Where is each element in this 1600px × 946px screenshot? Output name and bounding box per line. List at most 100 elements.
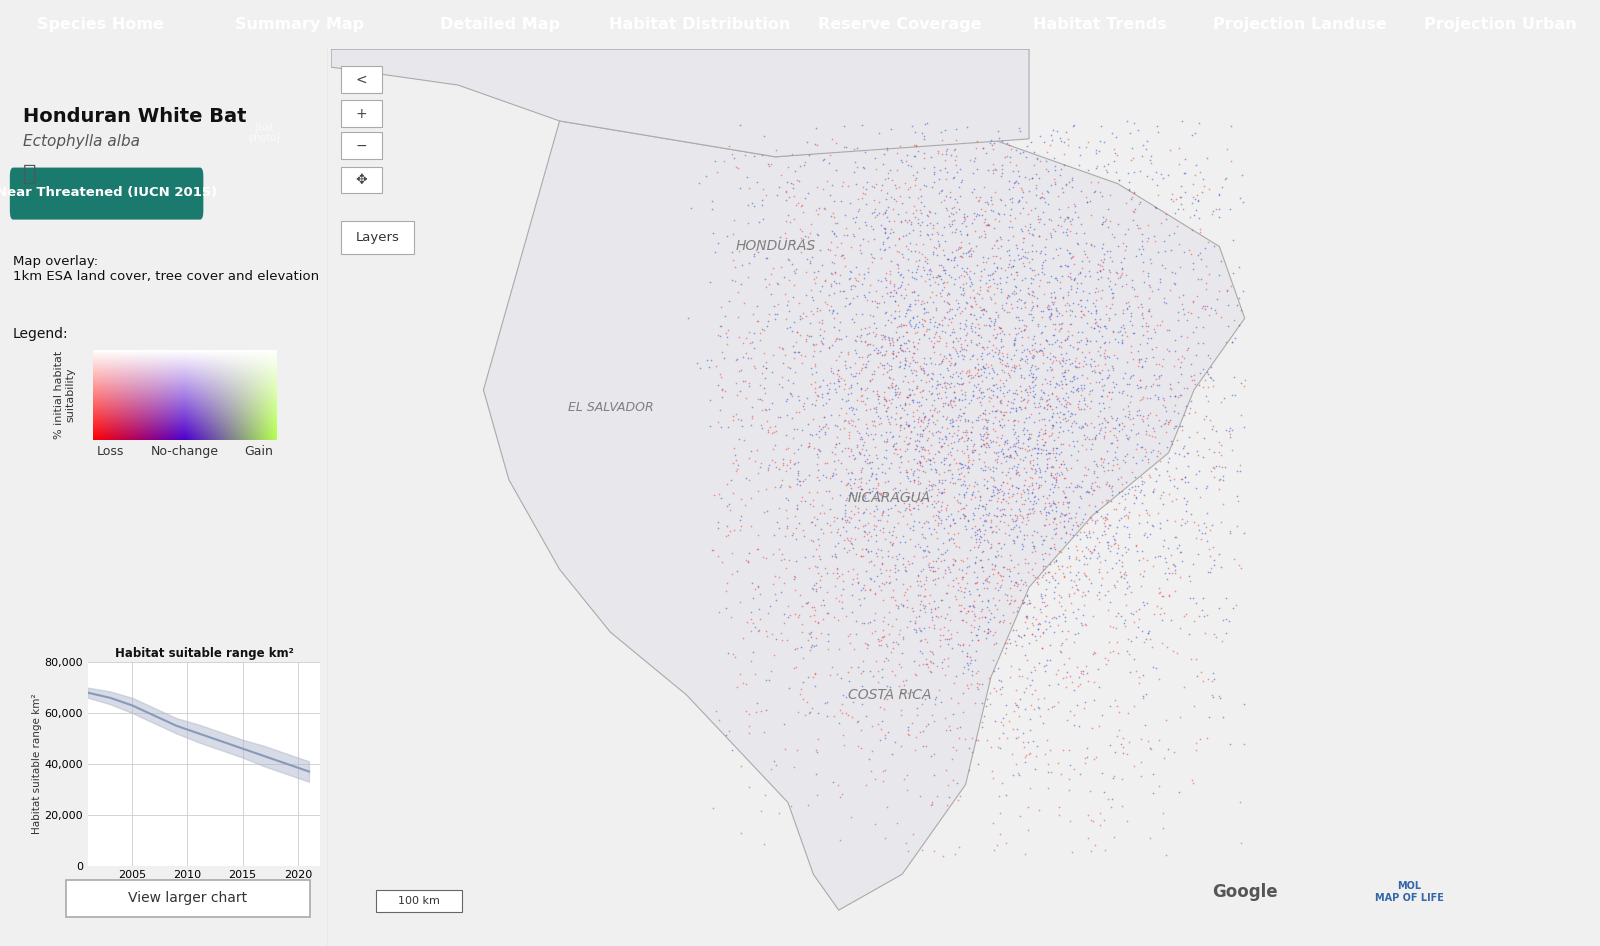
Point	[1091, 318, 1117, 333]
Point	[862, 161, 888, 176]
Point	[880, 429, 906, 444]
Point	[1003, 575, 1029, 590]
Point	[1010, 393, 1035, 408]
Point	[930, 183, 955, 198]
Point	[898, 502, 923, 517]
Point	[1072, 616, 1098, 631]
Point	[768, 230, 794, 245]
Point	[814, 585, 840, 600]
Point	[896, 375, 922, 390]
Point	[1138, 256, 1163, 272]
Point	[861, 315, 886, 330]
Point	[950, 424, 976, 439]
Point	[1021, 489, 1046, 504]
Point	[1123, 456, 1149, 471]
Point	[1096, 517, 1122, 533]
Point	[1088, 270, 1114, 285]
Point	[786, 454, 811, 469]
Point	[1146, 585, 1171, 600]
Point	[933, 147, 958, 162]
Point	[1014, 506, 1040, 521]
Point	[912, 131, 938, 147]
Point	[1022, 178, 1048, 193]
Point	[938, 507, 963, 522]
Point	[899, 382, 925, 397]
Point	[974, 197, 1000, 212]
Point	[1029, 446, 1054, 461]
Point	[718, 609, 744, 624]
Point	[1011, 295, 1037, 310]
Point	[877, 226, 902, 241]
Point	[1115, 221, 1141, 236]
Point	[984, 259, 1010, 274]
Point	[960, 290, 986, 306]
Point	[917, 453, 942, 468]
Point	[1034, 507, 1059, 522]
Point	[1141, 229, 1166, 244]
Point	[976, 280, 1002, 295]
Point	[1026, 481, 1051, 496]
Point	[829, 236, 854, 251]
Point	[1155, 540, 1181, 555]
Point	[1056, 550, 1082, 565]
Point	[866, 674, 891, 689]
Point	[1058, 217, 1083, 232]
Point	[1142, 388, 1168, 403]
Point	[896, 358, 922, 373]
Point	[941, 170, 966, 185]
Point	[886, 329, 912, 344]
Point	[917, 311, 942, 326]
Point	[1045, 662, 1070, 677]
Point	[1200, 373, 1226, 388]
Point	[1054, 396, 1080, 412]
Point	[1128, 731, 1154, 746]
Point	[1064, 415, 1090, 430]
Point	[1190, 430, 1216, 446]
Point	[957, 375, 982, 390]
Point	[1008, 630, 1034, 645]
Point	[1026, 171, 1051, 186]
Point	[1141, 766, 1166, 781]
Point	[1078, 208, 1104, 223]
Point	[1130, 496, 1155, 511]
Point	[840, 290, 866, 306]
Point	[1218, 118, 1243, 133]
Point	[1115, 505, 1141, 520]
Text: 🦇: 🦇	[22, 164, 37, 184]
Point	[1157, 389, 1182, 404]
Point	[891, 291, 917, 307]
Point	[931, 620, 957, 635]
Point	[1032, 386, 1058, 401]
Point	[1050, 316, 1075, 331]
Point	[1058, 269, 1083, 284]
Point	[931, 260, 957, 275]
Point	[840, 694, 866, 710]
Point	[714, 499, 739, 514]
Point	[742, 667, 768, 682]
Point	[1070, 511, 1096, 526]
Point	[1083, 333, 1109, 348]
Point	[976, 569, 1002, 584]
Point	[984, 233, 1010, 248]
Point	[842, 165, 867, 180]
Point	[960, 166, 986, 181]
Point	[838, 442, 864, 457]
Point	[1165, 313, 1190, 328]
Point	[1013, 169, 1038, 184]
Point	[1054, 560, 1080, 575]
Point	[962, 478, 987, 493]
Point	[1067, 489, 1093, 504]
Point	[1093, 350, 1118, 365]
Point	[1054, 664, 1080, 679]
Point	[1059, 405, 1085, 420]
Point	[1010, 201, 1035, 216]
Point	[896, 501, 922, 517]
Point	[853, 426, 878, 441]
Point	[954, 365, 979, 380]
Point	[1094, 443, 1120, 458]
Point	[970, 720, 995, 735]
Point	[1038, 467, 1064, 482]
Point	[1054, 514, 1080, 529]
Point	[1005, 556, 1030, 571]
Point	[803, 387, 829, 402]
